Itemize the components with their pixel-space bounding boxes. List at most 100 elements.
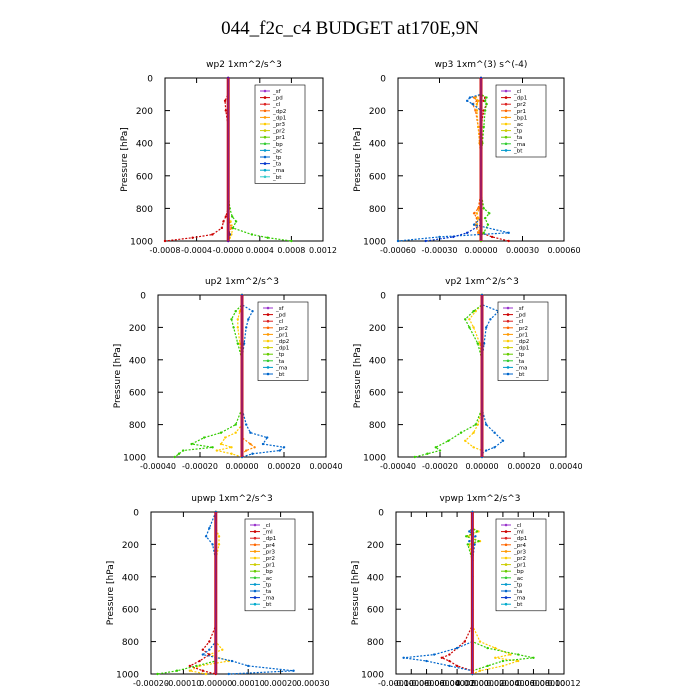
series-point xyxy=(230,215,234,218)
legend-marker xyxy=(253,523,257,527)
legend-label: _bt xyxy=(513,148,523,154)
x-tick-label: 0.00040 xyxy=(549,462,582,471)
legend-marker xyxy=(504,109,508,113)
series-point xyxy=(493,446,496,449)
series-point xyxy=(501,664,505,668)
series-point xyxy=(236,342,239,345)
legend-marker xyxy=(263,175,267,179)
legend-label: _tp xyxy=(272,155,282,161)
series-point xyxy=(434,446,437,449)
series-point xyxy=(290,239,293,243)
plot-frame xyxy=(164,77,324,242)
series-point xyxy=(468,318,471,321)
legend-marker xyxy=(506,352,510,356)
series-point xyxy=(163,239,167,243)
legend-box xyxy=(495,518,547,612)
y-axis-label: Pressure [hPa] xyxy=(106,561,116,626)
legend-marker xyxy=(253,530,257,533)
x-tick-label: -0.00006 xyxy=(409,679,445,688)
series-point xyxy=(251,310,254,313)
series-point xyxy=(203,436,206,439)
series-point xyxy=(465,535,468,538)
legend-label: _ac xyxy=(272,148,282,154)
x-tick-label: 0.00000 xyxy=(199,679,232,688)
y-tick-label: 800 xyxy=(136,205,153,215)
legend-label: _pr1 xyxy=(515,332,528,338)
series-point xyxy=(201,648,205,651)
series-point xyxy=(204,535,208,538)
series-point xyxy=(486,223,490,226)
y-tick-label: 400 xyxy=(129,356,146,366)
legend-marker xyxy=(266,333,270,336)
series-point xyxy=(465,231,469,235)
series-point xyxy=(156,672,159,676)
series-point xyxy=(396,239,400,243)
series-point xyxy=(220,226,224,230)
legend-label: _ta xyxy=(275,359,284,365)
series-point xyxy=(466,543,469,546)
legend-box xyxy=(254,84,306,184)
legend-marker xyxy=(506,346,510,349)
series-point xyxy=(516,653,520,656)
legend-marker xyxy=(506,333,510,336)
series-point xyxy=(494,656,497,659)
plot-frame xyxy=(150,511,314,675)
legend-marker xyxy=(263,135,267,139)
series-point xyxy=(478,640,482,643)
legend-label: _ta xyxy=(513,589,522,595)
legend-label: _dp1 xyxy=(513,536,527,542)
legend-label: _sf xyxy=(275,306,285,312)
y-tick-label: 0 xyxy=(380,292,386,302)
y-tick-label: 1000 xyxy=(363,454,386,464)
y-tick-label: 1000 xyxy=(116,671,139,681)
series-point xyxy=(236,326,239,329)
series-point xyxy=(490,235,494,239)
x-tick-label: 0.00020 xyxy=(507,462,540,471)
legend-marker xyxy=(506,366,510,369)
x-tick-label: -0.00020 xyxy=(422,462,458,471)
series-point xyxy=(475,109,479,112)
legend-label: _cl xyxy=(262,523,271,529)
x-tick-label: 0.0004 xyxy=(246,246,274,255)
legend-label: _pr1 xyxy=(513,109,526,115)
panel-title: wp3 1xm^(3) s^(-4) xyxy=(435,60,528,70)
x-tick-label: 0.00040 xyxy=(309,462,342,471)
series-point xyxy=(483,216,487,220)
legend-label: _dp1 xyxy=(272,115,286,121)
series-point xyxy=(266,436,269,439)
x-tick-label: -0.0000 xyxy=(213,246,244,255)
y-tick-label: 200 xyxy=(136,107,153,117)
series-point xyxy=(452,235,455,239)
legend-label: _bt xyxy=(275,372,285,378)
series-point xyxy=(468,96,472,99)
legend-marker xyxy=(504,135,508,139)
legend-marker xyxy=(504,96,508,99)
legend-label: _pr2 xyxy=(272,129,285,135)
series-point xyxy=(219,442,223,446)
series-point xyxy=(230,659,234,663)
series-point xyxy=(230,452,233,455)
legend-marker xyxy=(266,319,270,323)
legend-box xyxy=(244,518,296,612)
x-tick-label: 0.00006 xyxy=(502,679,535,688)
legend-marker xyxy=(263,162,267,165)
series-point xyxy=(266,236,269,239)
series-line-ma xyxy=(425,78,482,242)
legend-marker xyxy=(506,313,510,316)
series-point xyxy=(278,449,281,452)
series-point xyxy=(250,233,254,236)
panel-4: upwp 1xm^2/s^3 Pressure [hPa] 0 200 400 600 80… xyxy=(106,494,330,688)
legend-marker xyxy=(504,129,508,132)
legend-marker xyxy=(504,543,508,547)
y-tick-label: 0 xyxy=(133,509,139,519)
series-point xyxy=(475,102,479,106)
y-tick-label: 200 xyxy=(369,107,386,117)
series-point xyxy=(463,640,466,643)
y-tick-label: 200 xyxy=(122,541,139,551)
legend-label: _pr2 xyxy=(513,556,526,562)
series-point xyxy=(211,543,214,546)
legend-label: _ta xyxy=(272,162,281,168)
x-tick-label: -0.00008 xyxy=(393,679,429,688)
series-point xyxy=(483,99,487,103)
